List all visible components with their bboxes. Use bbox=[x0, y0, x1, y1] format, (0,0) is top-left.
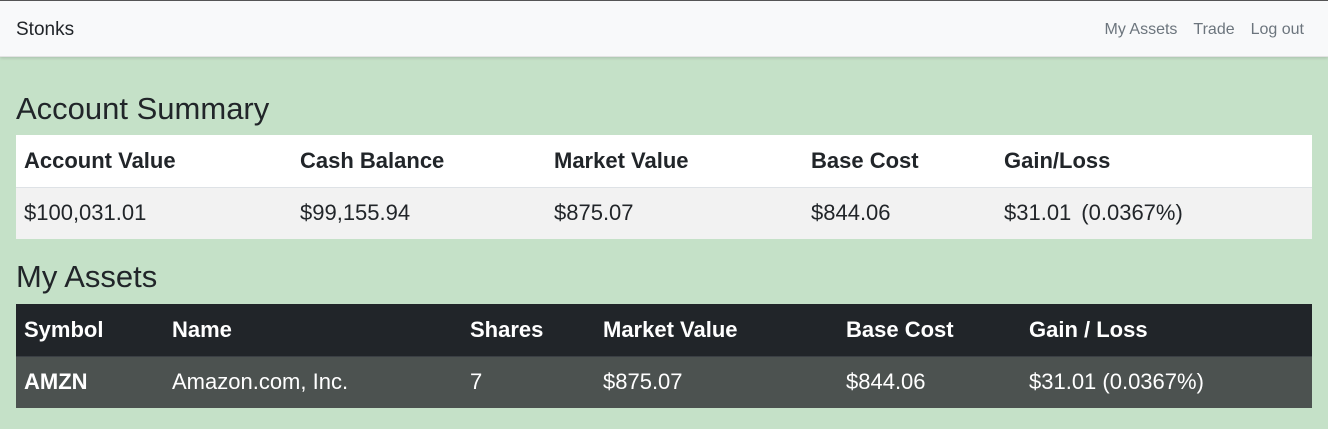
summary-header-row: Account Value Cash Balance Market Value … bbox=[16, 135, 1312, 187]
asset-gain-loss: $31.01 (0.0367%) bbox=[1029, 369, 1204, 395]
cash-balance: $99,155.94 bbox=[300, 200, 411, 226]
gain-amount: $31.01 bbox=[1004, 200, 1072, 226]
nav-links: My Assets Trade Log out bbox=[1105, 21, 1305, 39]
account-summary-heading: Account Summary bbox=[16, 91, 270, 126]
market-value: $875.07 bbox=[554, 200, 634, 226]
header-market-value: Market Value bbox=[554, 147, 689, 173]
gain-percent: (0.0367%) bbox=[1081, 200, 1183, 226]
top-navbar: Stonks My Assets Trade Log out bbox=[0, 0, 1328, 57]
header-asset-gain-loss: Gain / Loss bbox=[1029, 316, 1148, 342]
header-asset-market-value: Market Value bbox=[603, 316, 738, 342]
asset-base-cost: $844.06 bbox=[846, 369, 926, 395]
header-cash-balance: Cash Balance bbox=[300, 147, 445, 173]
assets-table: Symbol Name Shares Market Value Base Cos… bbox=[16, 304, 1312, 408]
asset-name: Amazon.com, Inc. bbox=[172, 369, 349, 395]
header-gain-loss: Gain/Loss bbox=[1004, 147, 1111, 173]
gain-loss-cell: $31.01 (0.0367%) bbox=[996, 187, 1312, 239]
brand-link[interactable]: Stonks bbox=[16, 19, 75, 40]
table-row: AMZN Amazon.com, Inc. 7 $875.07 $844.06 … bbox=[16, 356, 1312, 408]
my-assets-heading: My Assets bbox=[16, 259, 158, 294]
account-value: $100,031.01 bbox=[24, 200, 147, 226]
header-asset-base-cost: Base Cost bbox=[846, 316, 954, 342]
header-base-cost: Base Cost bbox=[811, 147, 919, 173]
asset-market-value: $875.07 bbox=[603, 369, 683, 395]
header-symbol: Symbol bbox=[24, 316, 104, 342]
header-account-value: Account Value bbox=[24, 147, 176, 173]
nav-link-log-out[interactable]: Log out bbox=[1250, 21, 1304, 38]
summary-data-row: $100,031.01 $99,155.94 $875.07 $844.06 $… bbox=[16, 187, 1312, 239]
nav-link-trade[interactable]: Trade bbox=[1193, 21, 1235, 38]
header-shares: Shares bbox=[470, 316, 544, 342]
assets-header-row: Symbol Name Shares Market Value Base Cos… bbox=[16, 304, 1312, 356]
header-name: Name bbox=[172, 316, 232, 342]
asset-shares: 7 bbox=[470, 369, 483, 395]
nav-link-my-assets[interactable]: My Assets bbox=[1104, 21, 1178, 38]
asset-symbol: AMZN bbox=[24, 369, 88, 395]
account-summary-table: Account Value Cash Balance Market Value … bbox=[16, 135, 1312, 239]
base-cost: $844.06 bbox=[811, 200, 891, 226]
